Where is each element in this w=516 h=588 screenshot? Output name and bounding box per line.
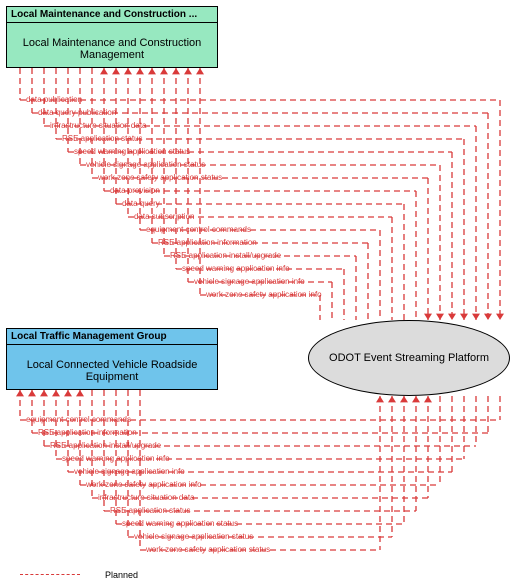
- flow-label: work zone safety application info: [86, 480, 202, 489]
- node-local-traffic: Local Traffic Management Group Local Con…: [6, 328, 218, 390]
- legend-line: [20, 574, 80, 576]
- flow-label: RSE application install/upgrade: [50, 441, 161, 450]
- flow-label: RSE application information: [158, 238, 257, 247]
- flow-label: vehicle signage application status: [86, 160, 205, 169]
- flow-label: RSE application install/upgrade: [170, 251, 281, 260]
- node-odot-platform-label: ODOT Event Streaming Platform: [329, 352, 489, 364]
- node-local-traffic-header: Local Traffic Management Group: [7, 329, 217, 345]
- flow-label: speed warning application info: [182, 264, 290, 273]
- flow-label: RSE application status: [62, 134, 143, 143]
- flow-label: data provision: [110, 186, 160, 195]
- flow-label: equipment control commands: [146, 225, 251, 234]
- flow-label: data publication: [26, 95, 82, 104]
- flow-label: speed warning application info: [62, 454, 170, 463]
- legend-text: Planned: [105, 570, 138, 580]
- flow-label: RSE application status: [110, 506, 191, 515]
- flow-label: vehicle signage application info: [74, 467, 185, 476]
- flow-label: data query publication: [38, 108, 116, 117]
- node-local-maintenance: Local Maintenance and Construction ... L…: [6, 6, 218, 68]
- node-odot-platform: ODOT Event Streaming Platform: [308, 320, 510, 396]
- flow-label: data query: [122, 199, 160, 208]
- flow-label: vehicle signage application status: [134, 532, 253, 541]
- node-local-maintenance-header: Local Maintenance and Construction ...: [7, 7, 217, 23]
- flow-label: infrastructure situation data: [50, 121, 147, 130]
- flow-label: data subscription: [134, 212, 194, 221]
- flow-label: work zone safety application info: [206, 290, 322, 299]
- flow-label: RSE application information: [38, 428, 137, 437]
- flow-label: speed warning application status: [74, 147, 190, 156]
- node-local-maintenance-body: Local Maintenance and Construction Manag…: [7, 23, 217, 75]
- flow-label: infrastructure situation data: [98, 493, 195, 502]
- flow-label: equipment control commands: [26, 415, 131, 424]
- flow-label: vehicle signage application info: [194, 277, 305, 286]
- flow-label: work zone safety application status: [146, 545, 270, 554]
- flow-label: work zone safety application status: [98, 173, 222, 182]
- node-local-traffic-body: Local Connected Vehicle Roadside Equipme…: [7, 345, 217, 397]
- flow-label: speed warning application status: [122, 519, 238, 528]
